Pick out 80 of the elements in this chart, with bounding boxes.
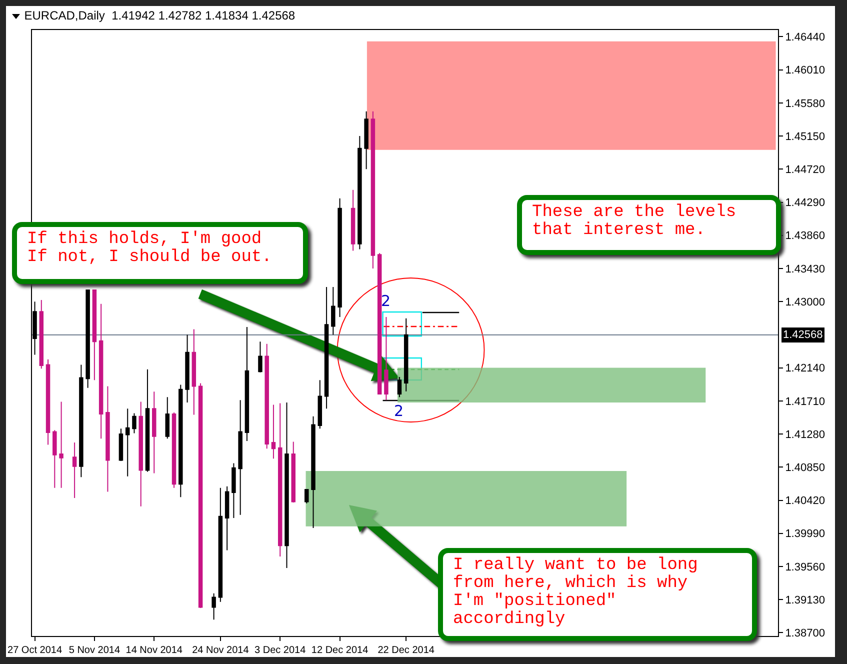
candlestick [232, 462, 236, 518]
y-tick-label: 1.39990 [785, 528, 825, 540]
candlestick [218, 487, 223, 602]
candlestick [338, 198, 342, 318]
candlestick [72, 442, 77, 498]
y-tick-label: 1.38700 [785, 628, 825, 640]
y-tick-label: 1.43860 [785, 230, 825, 242]
x-tick-label: 27 Oct 2014 [8, 645, 62, 656]
candlestick [324, 286, 329, 410]
x-tick-label: 14 Nov 2014 [126, 645, 183, 656]
y-tick-label: 1.41710 [785, 396, 825, 408]
y-tick-label: 1.40420 [785, 495, 825, 508]
y-tick-label: 1.46440 [785, 32, 825, 44]
candlestick [86, 290, 90, 388]
y-tick-label: 1.40850 [785, 462, 825, 474]
x-tick-label: 24 Nov 2014 [192, 645, 250, 656]
candlestick [278, 402, 282, 557]
y-tick-label: 1.39560 [785, 561, 825, 574]
annotation: 2 [394, 402, 404, 420]
y-tick-label: 1.44290 [785, 197, 825, 210]
candlestick [224, 486, 230, 551]
candlestick [264, 343, 269, 450]
candlestick [178, 384, 183, 498]
candlestick [238, 400, 242, 516]
x-tick-label: 3 Dec 2014 [254, 645, 306, 656]
candlestick [79, 364, 84, 478]
candlestick [370, 110, 376, 269]
y-tick-label: 1.44720 [785, 164, 825, 176]
y-tick-label: 1.39130 [785, 594, 825, 606]
callout-box: If this holds, I'm good If not, I should be out. [12, 222, 308, 284]
candlestick [311, 416, 316, 528]
candlestick [185, 334, 190, 403]
candlestick [364, 110, 368, 170]
candlestick [397, 376, 402, 398]
y-tick-label: 1.42140 [785, 362, 825, 375]
candlestick [304, 488, 309, 504]
callout-box: I really want to be long from here, which is why I'm "positioned" accordingly [438, 548, 757, 641]
candlestick [331, 286, 336, 336]
candlestick [212, 592, 216, 620]
y-tick-label: 1.43000 [785, 296, 825, 308]
candlestick [92, 290, 97, 381]
candlestick [46, 358, 50, 446]
candlestick [271, 404, 276, 460]
candlestick [106, 386, 110, 492]
candlestick [358, 136, 362, 250]
candlestick [284, 402, 289, 569]
x-tick-label: 12 Dec 2014 [311, 645, 369, 656]
candlestick [404, 318, 408, 392]
candlestick [52, 430, 57, 488]
chart-title: EURCAD,Daily 1.41942 1.42782 1.41834 1.42568 [24, 8, 296, 23]
candlestick [132, 412, 136, 434]
callout-box: These are the levels that interest me. [517, 195, 781, 255]
y-tick-label: 1.41280 [785, 428, 825, 441]
y-tick-label: 1.43430 [785, 263, 825, 276]
candlestick [291, 441, 296, 504]
candlestick [145, 368, 150, 472]
candlestick [350, 189, 356, 252]
x-tick-label: 5 Nov 2014 [68, 645, 120, 656]
candlestick [244, 326, 250, 442]
candlestick [98, 303, 104, 440]
candlestick [165, 396, 170, 440]
candlestick [377, 252, 382, 394]
candlestick [258, 341, 262, 373]
y-tick-label: 1.45150 [785, 130, 825, 143]
candlestick [39, 300, 44, 370]
candlestick [192, 328, 196, 416]
candlestick [198, 382, 203, 609]
y-tick-label: 1.45580 [785, 98, 825, 110]
candlestick [138, 401, 143, 507]
ref-line-label: 1.42568 [783, 329, 823, 341]
candlestick [384, 316, 388, 401]
annotation: 2 [381, 292, 391, 310]
y-tick-label: 1.46010 [785, 64, 825, 77]
candlestick [118, 428, 124, 462]
candlestick [318, 380, 322, 430]
candlestick [125, 408, 130, 477]
candlestick [172, 412, 176, 488]
candlestick [59, 401, 64, 488]
candlestick [152, 391, 156, 474]
x-tick-label: 22 Dec 2014 [378, 645, 435, 656]
